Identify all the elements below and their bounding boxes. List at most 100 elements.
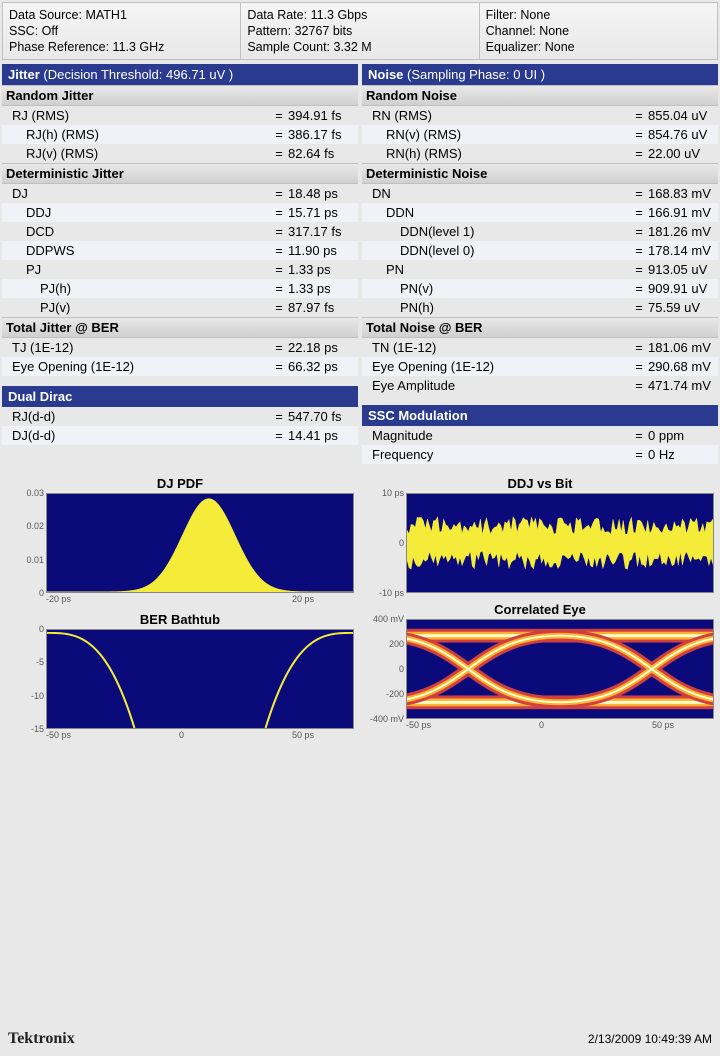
measurement-value: 22.18 ps <box>288 340 358 355</box>
equals-sign: = <box>270 243 288 258</box>
noise-header: Noise (Sampling Phase: 0 UI ) <box>362 64 718 85</box>
chart-col-right: DDJ vs Bit 10 ps0-10 ps Correlated Eye 4… <box>366 474 714 746</box>
measurement-value: 168.83 mV <box>648 186 718 201</box>
equals-sign: = <box>270 108 288 123</box>
measurement-row: RJ (RMS)=394.91 fs <box>2 106 358 125</box>
measurement-label: RJ (RMS) <box>2 108 270 123</box>
det-jitter-rows: DJ=18.48 psDDJ=15.71 psDCD=317.17 fsDDPW… <box>2 184 358 317</box>
info-col-2: Data Rate: 11.3 Gbps Pattern: 32767 bits… <box>241 3 479 59</box>
eye-chart: 400 mV2000-200-400 mV <box>366 619 714 719</box>
random-jitter-rows: RJ (RMS)=394.91 fsRJ(h) (RMS)=386.17 fsR… <box>2 106 358 163</box>
measurement-value: 913.05 uV <box>648 262 718 277</box>
equals-sign: = <box>270 300 288 315</box>
det-noise-header: Deterministic Noise <box>362 163 718 184</box>
info-value: 11.3 GHz <box>113 40 165 54</box>
equals-sign: = <box>630 300 648 315</box>
equals-sign: = <box>630 127 648 142</box>
random-jitter-header: Random Jitter <box>2 85 358 106</box>
info-label: Data Rate: <box>247 8 307 22</box>
measurement-label: DDN(level 1) <box>362 224 630 239</box>
total-noise-rows: TN (1E-12)=181.06 mVEye Opening (1E-12)=… <box>362 338 718 395</box>
info-value: None <box>545 40 575 54</box>
noise-subtitle: (Sampling Phase: 0 UI ) <box>407 67 545 82</box>
dj-pdf-yaxis: 0.030.020.010 <box>6 493 46 593</box>
random-noise-rows: RN (RMS)=855.04 uVRN(v) (RMS)=854.76 uVR… <box>362 106 718 163</box>
tektronix-logo: Tektronix <box>8 1030 75 1048</box>
equals-sign: = <box>630 224 648 239</box>
equals-sign: = <box>630 428 648 443</box>
ssc-mod-title: SSC Modulation <box>368 408 468 423</box>
measurement-value: 394.91 fs <box>288 108 358 123</box>
measurement-row: Eye Amplitude=471.74 mV <box>362 376 718 395</box>
measurement-value: 0 ppm <box>648 428 718 443</box>
measurement-value: 15.71 ps <box>288 205 358 220</box>
eye-plot <box>406 619 714 719</box>
total-noise-header: Total Noise @ BER <box>362 317 718 338</box>
info-row: Data Rate: 11.3 Gbps <box>247 7 472 23</box>
measurement-value: 11.90 ps <box>288 243 358 258</box>
dual-dirac-rows: RJ(d-d)=547.70 fs DJ(d-d)=14.41 ps <box>2 407 358 445</box>
measurement-label: RJ(v) (RMS) <box>2 146 270 161</box>
equals-sign: = <box>630 447 648 462</box>
measurement-value: 1.33 ps <box>288 262 358 277</box>
measurement-label: PJ <box>2 262 270 277</box>
ddj-chart: 10 ps0-10 ps <box>366 493 714 593</box>
ddj-xaxis <box>366 593 714 600</box>
measurement-value: 386.17 fs <box>288 127 358 142</box>
ber-chart: 0-5-10-15 <box>6 629 354 729</box>
equals-sign: = <box>270 127 288 142</box>
info-value: 32767 bits <box>295 24 353 38</box>
measurement-value: 290.68 mV <box>648 359 718 374</box>
info-label: Phase Reference: <box>9 40 109 54</box>
info-col-3: Filter: None Channel: None Equalizer: No… <box>480 3 717 59</box>
measurement-value: 181.06 mV <box>648 340 718 355</box>
measurement-row: PN=913.05 uV <box>362 260 718 279</box>
measurement-row: DDN(level 0)=178.14 mV <box>362 241 718 260</box>
measurement-value: 317.17 fs <box>288 224 358 239</box>
dj-pdf-xaxis: -20 ps20 ps <box>6 593 354 610</box>
measurement-value: 0 Hz <box>648 447 718 462</box>
equals-sign: = <box>270 428 288 443</box>
equals-sign: = <box>270 146 288 161</box>
equals-sign: = <box>630 186 648 201</box>
measurement-row: DCD=317.17 fs <box>2 222 358 241</box>
info-label: Equalizer: <box>486 40 542 54</box>
equals-sign: = <box>270 205 288 220</box>
equals-sign: = <box>270 340 288 355</box>
measurement-row: RJ(v) (RMS)=82.64 fs <box>2 144 358 163</box>
measurement-label: RJ(h) (RMS) <box>2 127 270 142</box>
chart-grid: DJ PDF 0.030.020.010 -20 ps20 ps BER Bat… <box>6 474 714 746</box>
measurement-value: 14.41 ps <box>288 428 358 443</box>
chart-col-left: DJ PDF 0.030.020.010 -20 ps20 ps BER Bat… <box>6 474 354 746</box>
jitter-title: Jitter <box>8 67 40 82</box>
equals-sign: = <box>630 340 648 355</box>
equals-sign: = <box>630 378 648 393</box>
measurement-value: 909.91 uV <box>648 281 718 296</box>
measurement-value: 82.64 fs <box>288 146 358 161</box>
det-noise-rows: DN=168.83 mVDDN=166.91 mVDDN(level 1)=18… <box>362 184 718 317</box>
measurement-row: DJ(d-d)=14.41 ps <box>2 426 358 445</box>
dj-pdf-title: DJ PDF <box>6 474 354 493</box>
measurement-row: RN(h) (RMS)=22.00 uV <box>362 144 718 163</box>
measurement-row: TJ (1E-12)=22.18 ps <box>2 338 358 357</box>
measurement-label: DN <box>362 186 630 201</box>
measurement-label: RN(v) (RMS) <box>362 127 630 142</box>
equals-sign: = <box>270 186 288 201</box>
ber-xaxis: -50 ps050 ps <box>6 729 354 746</box>
measurement-row: TN (1E-12)=181.06 mV <box>362 338 718 357</box>
info-label: Pattern: <box>247 24 291 38</box>
main-panels: Jitter (Decision Threshold: 496.71 uV ) … <box>2 64 718 464</box>
measurement-value: 547.70 fs <box>288 409 358 424</box>
info-row: Sample Count: 3.32 M <box>247 39 472 55</box>
measurement-label: RJ(d-d) <box>2 409 270 424</box>
measurement-value: 166.91 mV <box>648 205 718 220</box>
equals-sign: = <box>270 281 288 296</box>
measurement-row: DJ=18.48 ps <box>2 184 358 203</box>
info-value: Off <box>42 24 58 38</box>
total-jitter-header: Total Jitter @ BER <box>2 317 358 338</box>
info-row: Channel: None <box>486 23 711 39</box>
equals-sign: = <box>630 262 648 277</box>
equals-sign: = <box>270 262 288 277</box>
eye-yaxis: 400 mV2000-200-400 mV <box>366 619 406 719</box>
measurement-label: DDN(level 0) <box>362 243 630 258</box>
